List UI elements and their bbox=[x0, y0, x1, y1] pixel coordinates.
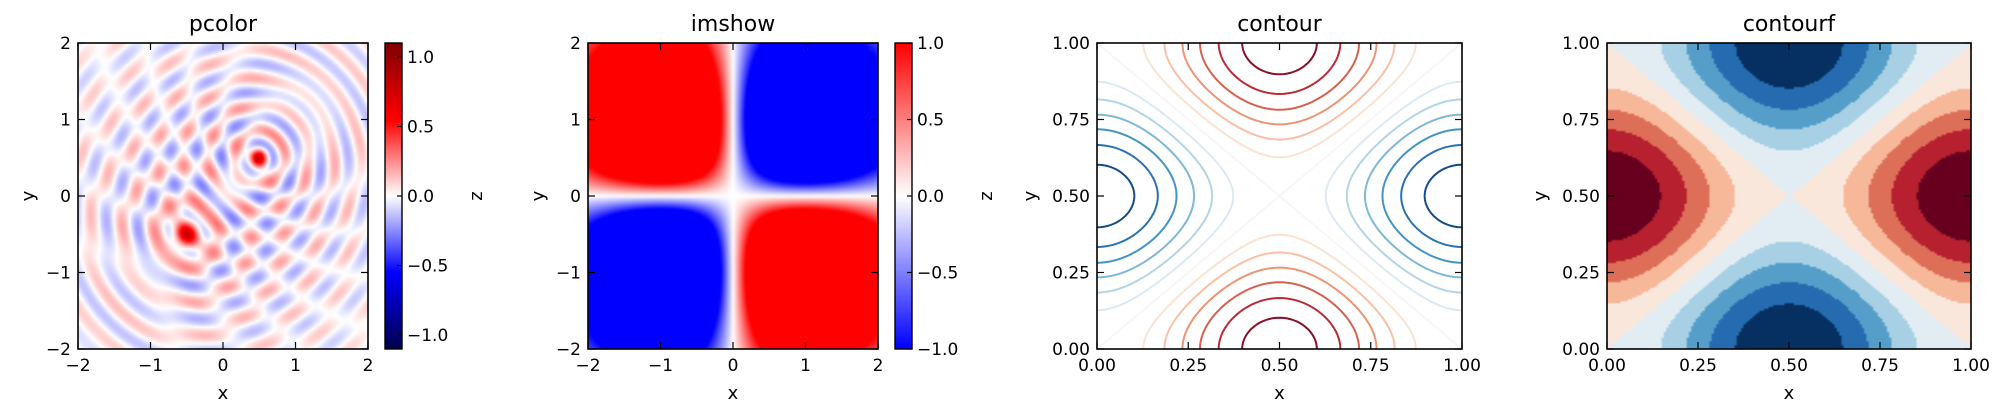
x-tick-label: 0.25 bbox=[1679, 356, 1717, 376]
x-tick-label: 0.50 bbox=[1261, 356, 1299, 376]
contour-level-line bbox=[1142, 43, 1417, 349]
contour-level-line bbox=[1097, 144, 1462, 248]
x-tick-label: 0 bbox=[218, 356, 229, 376]
colorbar-label: z bbox=[976, 191, 997, 200]
y-axis-label: y bbox=[1020, 190, 1041, 201]
x-tick-label: 0 bbox=[728, 356, 739, 376]
contour-level-line bbox=[1181, 43, 1378, 349]
x-tick-label: 0.25 bbox=[1169, 356, 1207, 376]
chart-title: pcolor bbox=[189, 12, 258, 37]
x-tick-label: 1.00 bbox=[1952, 356, 1990, 376]
y-tick-label: 1.00 bbox=[1052, 34, 1090, 54]
y-tick-label: 0.25 bbox=[1052, 264, 1090, 284]
colorbar-tick-label: 0.0 bbox=[407, 187, 434, 207]
contour-level-line bbox=[1241, 43, 1318, 349]
contour-level-line bbox=[1163, 43, 1396, 349]
y-tick-label: 0.50 bbox=[1052, 187, 1090, 207]
x-tick-label: 0.50 bbox=[1770, 356, 1808, 376]
imshow-image bbox=[588, 43, 878, 349]
x-axis-label: x bbox=[728, 383, 739, 404]
contour-level-line bbox=[1097, 113, 1462, 279]
chart-title: imshow bbox=[691, 12, 775, 37]
y-tick-label: 0.75 bbox=[1562, 111, 1600, 131]
y-tick-label: 0.75 bbox=[1052, 111, 1090, 131]
contour-level-line bbox=[1097, 163, 1462, 229]
colorbar-tick-label: −1.0 bbox=[917, 340, 958, 360]
y-tick-label: 1.00 bbox=[1562, 34, 1600, 54]
x-tick-label: 1 bbox=[290, 356, 301, 376]
x-tick-label: 1 bbox=[800, 356, 811, 376]
x-tick-label: 2 bbox=[873, 356, 884, 376]
colorbar-tick-label: −0.5 bbox=[407, 257, 448, 277]
x-tick-label: 1.00 bbox=[1443, 356, 1481, 376]
x-tick-label: −1 bbox=[138, 356, 163, 376]
contour-level-line bbox=[1199, 43, 1360, 349]
x-tick-label: −1 bbox=[648, 356, 673, 376]
y-tick-label: 2 bbox=[60, 34, 71, 54]
x-axis-label: x bbox=[218, 383, 229, 404]
contour-level-line bbox=[1097, 80, 1462, 312]
y-tick-label: 0 bbox=[570, 187, 581, 207]
colorbar-label: z bbox=[466, 191, 487, 200]
colorbar-tick-label: 1.0 bbox=[917, 34, 944, 54]
x-tick-label: 2 bbox=[363, 356, 374, 376]
y-tick-label: −2 bbox=[46, 340, 71, 360]
contour-level-line bbox=[1097, 98, 1462, 294]
y-tick-label: −1 bbox=[46, 264, 71, 284]
x-tick-label: −2 bbox=[575, 356, 600, 376]
chart-title: contour bbox=[1237, 12, 1323, 37]
y-axis-label: y bbox=[1530, 190, 1551, 201]
contour-level-line bbox=[1097, 128, 1462, 264]
colorbar-gradient bbox=[385, 43, 402, 349]
chart-title: contourf bbox=[1743, 12, 1837, 37]
x-axis-label: x bbox=[1274, 383, 1285, 404]
y-tick-label: 2 bbox=[570, 34, 581, 54]
x-tick-label: 0.75 bbox=[1861, 356, 1899, 376]
colorbar-tick-label: 0.5 bbox=[407, 117, 434, 137]
colorbar-tick-label: −1.0 bbox=[407, 326, 448, 346]
contour-lines bbox=[1097, 43, 1462, 349]
y-axis-label: y bbox=[528, 190, 549, 201]
y-tick-label: −1 bbox=[556, 264, 581, 284]
y-tick-label: 1 bbox=[570, 111, 581, 131]
y-tick-label: 0 bbox=[60, 187, 71, 207]
colorbar-tick-label: 1.0 bbox=[407, 48, 434, 68]
y-tick-label: 0.00 bbox=[1562, 340, 1600, 360]
contourf-image bbox=[1607, 43, 1971, 349]
colorbar-tick-label: 0.0 bbox=[917, 187, 944, 207]
colorbar-tick-label: 0.5 bbox=[917, 111, 944, 131]
x-tick-label: 0.75 bbox=[1352, 356, 1390, 376]
y-tick-label: 0.25 bbox=[1562, 264, 1600, 284]
y-tick-label: 0.50 bbox=[1562, 187, 1600, 207]
contour-level-line bbox=[1217, 43, 1342, 349]
y-tick-label: 1 bbox=[60, 111, 71, 131]
y-tick-label: 0.00 bbox=[1052, 340, 1090, 360]
contour-level-line bbox=[1097, 43, 1462, 349]
colorbar-tick-label: −0.5 bbox=[917, 264, 958, 284]
x-tick-label: 0.00 bbox=[1588, 356, 1626, 376]
y-axis-label: y bbox=[18, 190, 39, 201]
y-tick-label: −2 bbox=[556, 340, 581, 360]
x-axis-label: x bbox=[1784, 383, 1795, 404]
x-tick-label: −2 bbox=[65, 356, 90, 376]
pcolor-image bbox=[78, 43, 368, 349]
x-tick-label: 0.00 bbox=[1078, 356, 1116, 376]
